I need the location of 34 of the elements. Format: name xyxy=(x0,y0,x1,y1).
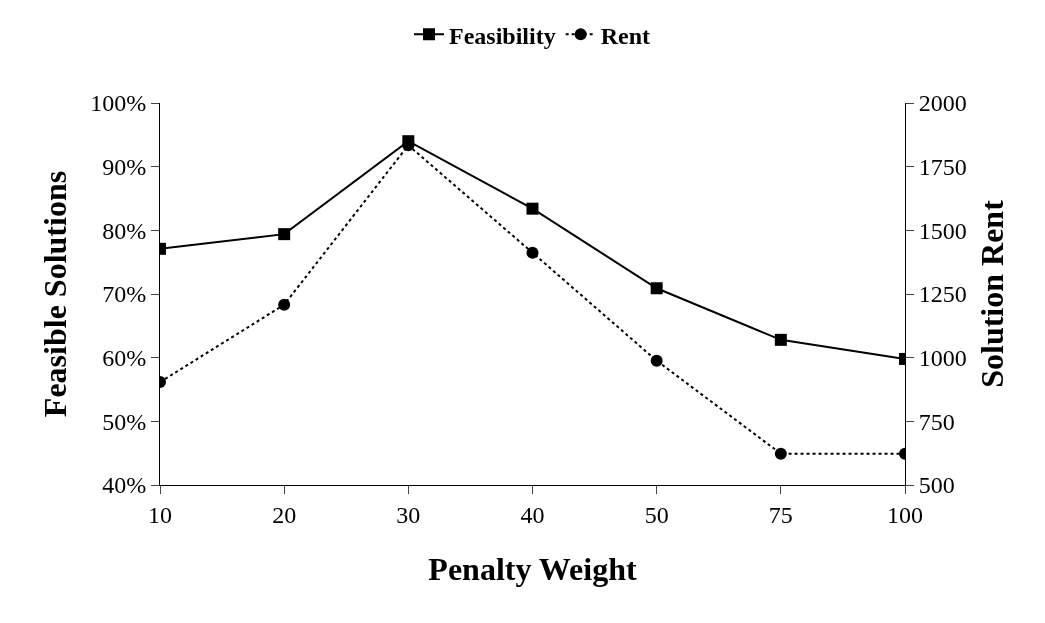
x-tick-label: 30 xyxy=(396,501,421,528)
point xyxy=(650,354,663,367)
y2-tick-label: 750 xyxy=(918,408,955,435)
point xyxy=(526,246,539,259)
point xyxy=(278,228,291,241)
point xyxy=(278,298,291,311)
y2-tick-label: 1250 xyxy=(918,281,967,308)
y-tick-label: 70% xyxy=(102,281,147,308)
y-tick-label: 60% xyxy=(102,345,147,372)
point xyxy=(774,447,787,460)
legend-label: Rent xyxy=(600,22,650,49)
y2-tick-label: 1750 xyxy=(918,154,967,181)
y2-tick-label: 2000 xyxy=(918,90,967,117)
point xyxy=(526,202,539,215)
y-axis-title: Feasible Solutions xyxy=(36,170,73,418)
legend-label: Feasibility xyxy=(449,22,556,49)
y-tick-label: 80% xyxy=(102,217,147,244)
y2-tick-label: 500 xyxy=(918,472,955,499)
y2-axis-title: Solution Rent xyxy=(973,199,1010,388)
x-axis-title: Penalty Weight xyxy=(428,550,637,587)
y2-tick-label: 1000 xyxy=(918,345,967,372)
x-tick-label: 75 xyxy=(768,501,793,528)
y-tick-label: 40% xyxy=(102,472,147,499)
y-tick-label: 50% xyxy=(102,408,147,435)
x-tick-label: 20 xyxy=(272,501,297,528)
x-tick-label: 100 xyxy=(887,501,923,528)
x-tick-label: 40 xyxy=(520,501,545,528)
point xyxy=(774,333,787,346)
y-tick-label: 100% xyxy=(90,90,147,117)
point xyxy=(650,282,663,295)
x-tick-label: 10 xyxy=(148,501,172,528)
y2-tick-label: 1500 xyxy=(918,217,967,244)
x-tick-label: 50 xyxy=(644,501,669,528)
y-tick-label: 90% xyxy=(102,154,147,181)
